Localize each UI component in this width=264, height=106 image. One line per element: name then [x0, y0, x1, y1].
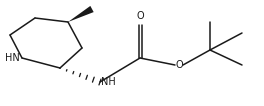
Text: O: O [176, 60, 184, 70]
Text: NH: NH [101, 77, 116, 87]
Text: HN: HN [5, 53, 20, 63]
Text: O: O [136, 11, 144, 21]
Polygon shape [68, 6, 94, 22]
